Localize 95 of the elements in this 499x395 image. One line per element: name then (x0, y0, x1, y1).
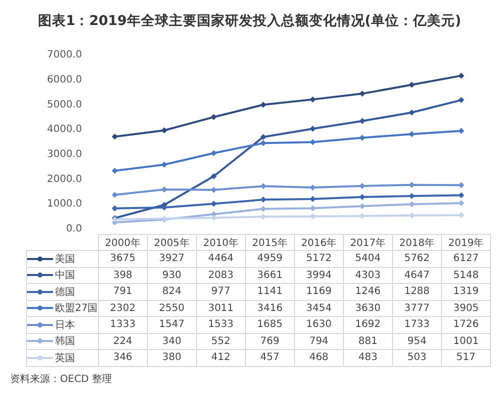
data-label: 380 (147, 350, 196, 366)
data-label: 2083 (196, 267, 246, 284)
y-tick-label: 0.0 (66, 224, 82, 235)
data-label: 457 (245, 350, 294, 366)
data-label: 4959 (245, 250, 294, 267)
data-label: 1333 (98, 316, 148, 333)
data-label: 791 (98, 284, 148, 300)
legend-label: 英国 (54, 352, 75, 365)
point (408, 109, 415, 116)
data-label: 468 (294, 350, 344, 366)
data-label: 340 (147, 333, 196, 350)
point (359, 118, 366, 124)
y-tick-label: 6000.0 (47, 74, 82, 86)
data-label: 1141 (245, 284, 294, 300)
data-label: 1733 (392, 316, 442, 333)
legend-label: 欧盟27国 (27, 301, 98, 316)
y-tick-label: 3000.0 (47, 148, 82, 160)
data-label: 3905 (441, 300, 490, 316)
data-label: 3675 (98, 250, 148, 267)
data-label: 1630 (294, 316, 344, 333)
data-label: 5404 (343, 250, 392, 267)
data-label: 224 (98, 333, 148, 350)
point (260, 134, 266, 140)
data-label: 769 (245, 333, 294, 350)
data-label: 3994 (294, 267, 344, 284)
chart-title: 图表1：2019年全球主要国家研发投入总额变化情况(单位：亿美元) (36, 12, 462, 30)
data-label: 4303 (343, 267, 392, 284)
y-tick-label: 5000.0 (47, 99, 82, 110)
point (112, 168, 118, 174)
data-label: 3416 (245, 300, 294, 316)
data-label: 5148 (441, 267, 490, 284)
data-label: 977 (196, 284, 246, 300)
point (112, 134, 118, 140)
legend-label: 美国 (54, 252, 75, 266)
data-label: 794 (294, 333, 344, 350)
x-tick-label: 2000年 (98, 234, 148, 250)
data-label: 1685 (245, 316, 294, 333)
point (161, 127, 168, 134)
data-label: 483 (343, 350, 392, 366)
y-tick-label: 1000.0 (47, 198, 82, 210)
data-label: 954 (392, 333, 442, 350)
point (210, 150, 217, 156)
x-tick-label: 2015年 (245, 234, 294, 250)
data-label: 3661 (245, 267, 294, 284)
data-label: 1692 (343, 316, 392, 333)
y-tick-label: 2000.0 (47, 174, 82, 185)
data-label: 2302 (98, 300, 148, 316)
y-tick-label: 7000.0 (47, 50, 82, 61)
point (310, 126, 316, 132)
data-label: 1169 (294, 284, 344, 300)
data-label: 4647 (392, 267, 442, 284)
data-label: 3454 (294, 300, 344, 316)
data-label: 4464 (196, 250, 246, 267)
data-label: 881 (343, 333, 392, 350)
data-label: 5762 (392, 250, 442, 267)
data-label: 1001 (441, 333, 490, 350)
x-tick-label: 2010年 (196, 234, 246, 250)
data-label: 346 (98, 350, 148, 366)
point (458, 72, 464, 79)
point (310, 96, 316, 102)
data-label: 1246 (343, 284, 392, 300)
data-label: 1533 (196, 316, 246, 333)
data-label: 5172 (294, 250, 344, 267)
data-label: 517 (441, 350, 490, 366)
data-label: 412 (196, 350, 246, 366)
point (408, 82, 415, 88)
y-tick-label: 4000.0 (47, 124, 82, 136)
data-label: 1288 (392, 284, 442, 300)
data-label: 3777 (392, 300, 442, 316)
text: 资料来源：OECD 整理 (10, 372, 112, 386)
x-tick-label: 2019年 (441, 234, 490, 250)
data-label: 1319 (441, 284, 490, 300)
legend-label: 中国 (54, 268, 75, 282)
data-label: 824 (147, 284, 196, 300)
data-label: 1547 (147, 316, 196, 333)
x-tick-label: 2016年 (294, 234, 344, 250)
data-label: 6127 (441, 250, 490, 267)
data-label: 1726 (441, 316, 490, 333)
point (210, 114, 217, 120)
x-tick-label: 2018年 (392, 234, 442, 250)
data-label: 2550 (147, 300, 196, 316)
x-tick-label: 2005年 (147, 234, 196, 250)
data-label: 3630 (343, 300, 392, 316)
data-label: 503 (392, 350, 442, 366)
point (210, 173, 217, 180)
data-label: 3927 (147, 250, 196, 267)
x-tick-label: 2017年 (343, 234, 392, 250)
data-label: 552 (196, 333, 246, 350)
data-label: 398 (98, 267, 148, 284)
point (458, 97, 464, 104)
legend-label: 韩国 (54, 334, 75, 348)
legend-label: 德国 (54, 286, 75, 299)
data-label: 930 (147, 267, 196, 284)
data-label: 3011 (196, 300, 246, 316)
legend-label: 日本 (54, 318, 75, 332)
